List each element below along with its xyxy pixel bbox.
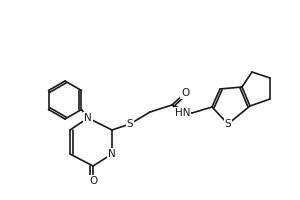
Text: HN: HN xyxy=(175,108,190,118)
Text: O: O xyxy=(181,88,189,98)
Text: S: S xyxy=(127,119,133,129)
Text: O: O xyxy=(89,176,97,186)
Text: N: N xyxy=(84,113,92,123)
Text: N: N xyxy=(108,149,116,159)
Text: S: S xyxy=(225,119,231,129)
